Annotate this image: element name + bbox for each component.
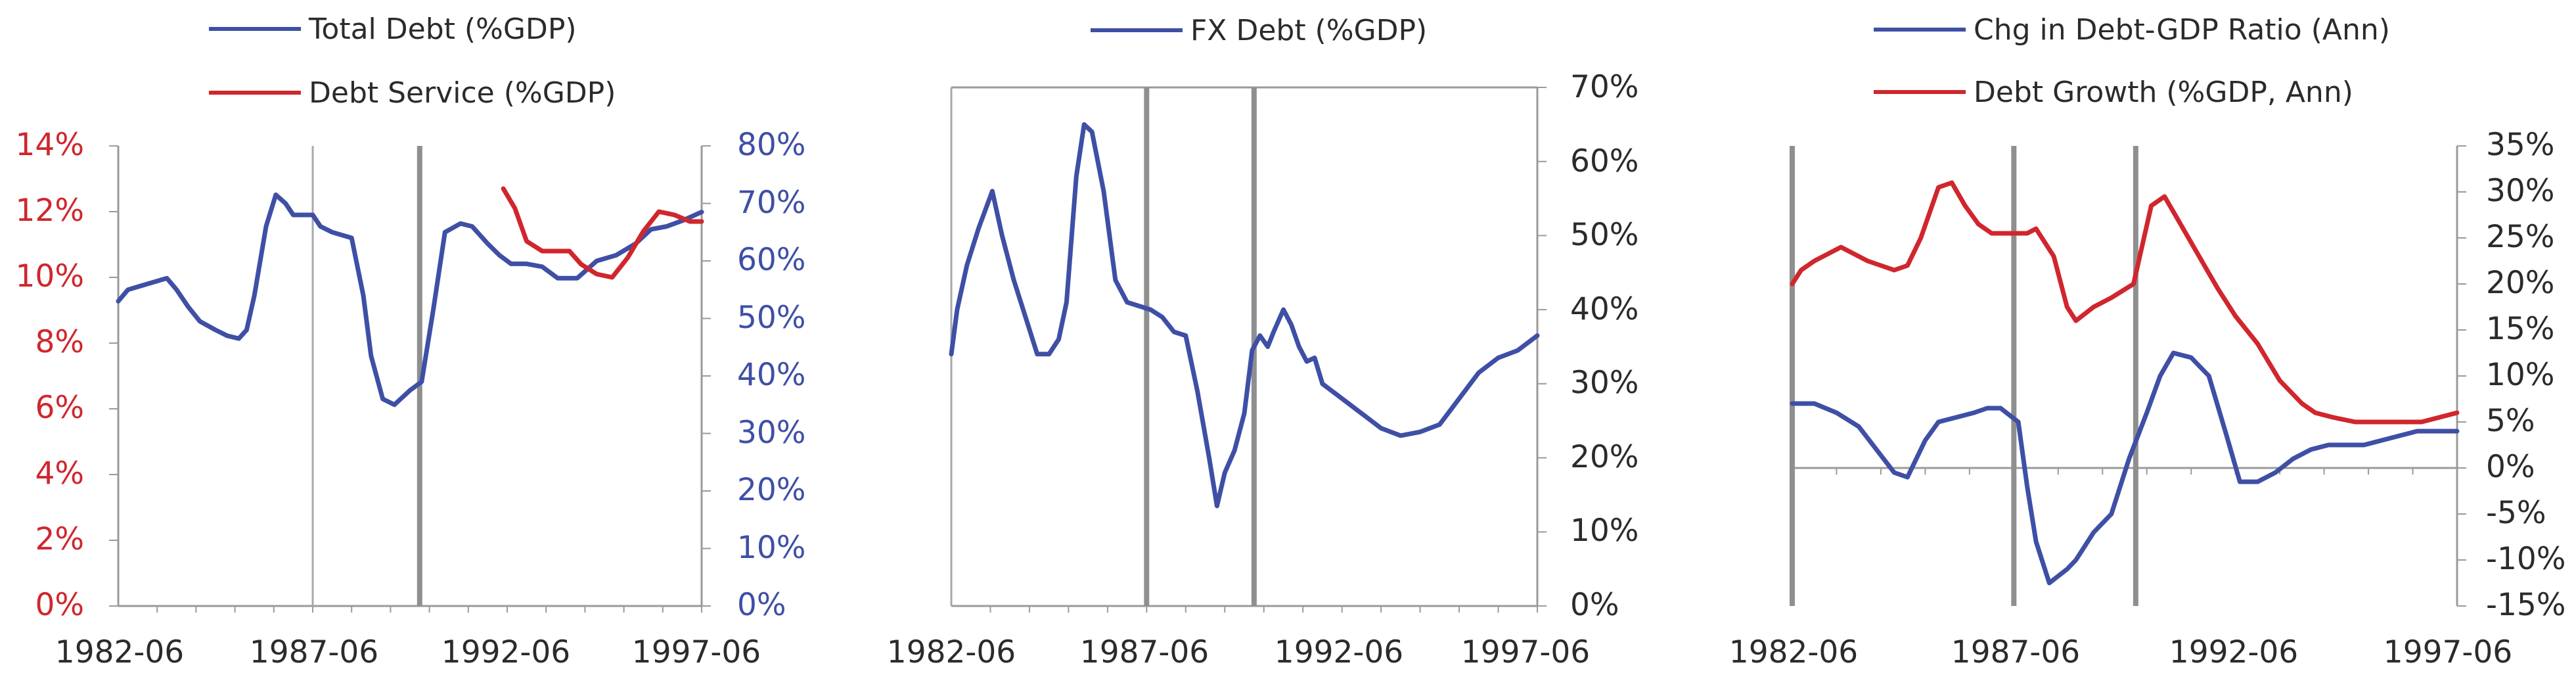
right-tick-label: 10% [737, 530, 805, 566]
legend: Total Debt (%GDP) Debt Service (%GDP) [209, 12, 616, 110]
x-tick-label: 1997-06 [632, 634, 761, 670]
x-axis-ticks: 1982-06 1987-06 1992-06 1997-06 [55, 634, 761, 670]
x-tick-label: 1992-06 [1275, 634, 1403, 670]
x-axis-ticks: 1982-06 1987-06 1992-06 1997-06 [887, 634, 1590, 670]
x-tick-label: 1997-06 [1461, 634, 1590, 670]
x-axis-ticks: 1982-06 1987-06 1992-06 1997-06 [1729, 634, 2512, 670]
right-tick-label: -15% [2486, 587, 2565, 623]
right-tick-label: 10% [2486, 357, 2554, 393]
right-tick-label: 35% [2486, 127, 2554, 163]
x-tick-label: 1992-06 [2169, 634, 2298, 670]
left-tick-label: 12% [16, 193, 84, 229]
panel-fx-debt: FX Debt (%GDP) 70% 60% 50% 40% 30% 20% 1… [887, 14, 1639, 670]
legend-label-fx-debt: FX Debt (%GDP) [1190, 14, 1427, 47]
right-tick-label: 80% [737, 127, 805, 163]
right-tick-label: 20% [1570, 439, 1638, 475]
panel-debt-ratio-change: Chg in Debt-GDP Ratio (Ann) Debt Growth … [1729, 13, 2566, 670]
x-tick-label: 1992-06 [441, 634, 570, 670]
right-tick-label: 40% [737, 357, 805, 393]
plot-area [109, 145, 711, 613]
right-tick-label: 0% [2486, 449, 2535, 485]
left-tick-label: 2% [35, 521, 84, 557]
left-axis-ticks: 14% 12% 10% 8% 6% 4% 2% 0% [16, 127, 84, 623]
legend-label-total-debt: Total Debt (%GDP) [308, 12, 577, 46]
left-tick-label: 0% [35, 587, 84, 623]
legend-label-debt-growth: Debt Growth (%GDP, Ann) [1974, 76, 2353, 109]
series-line [501, 186, 704, 280]
plot-area [949, 86, 1547, 613]
right-tick-label: 70% [737, 185, 805, 221]
right-tick-label: 30% [2486, 173, 2554, 209]
right-tick-label: 0% [737, 587, 786, 623]
legend: FX Debt (%GDP) [1091, 14, 1427, 47]
right-tick-label: 40% [1570, 291, 1638, 327]
right-tick-label: 20% [737, 472, 805, 508]
left-tick-label: 14% [16, 127, 84, 163]
series-line [949, 122, 1540, 509]
legend-label-chg-debt-gdp: Chg in Debt-GDP Ratio (Ann) [1974, 13, 2390, 47]
x-tick-label: 1987-06 [1951, 634, 2080, 670]
x-tick-label: 1987-06 [1080, 634, 1209, 670]
right-tick-label: 30% [737, 415, 805, 451]
right-tick-label: 5% [2486, 403, 2535, 439]
right-tick-label: 50% [737, 300, 805, 336]
left-tick-label: 6% [35, 390, 84, 426]
legend: Chg in Debt-GDP Ratio (Ann) Debt Growth … [1874, 13, 2390, 109]
right-axis-ticks: 70% 60% 50% 40% 30% 20% 10% 0% [1570, 69, 1638, 623]
x-tick-label: 1982-06 [55, 634, 184, 670]
right-tick-label: 0% [1570, 587, 1619, 623]
right-tick-label: 70% [1570, 69, 1638, 105]
plot-area [1790, 145, 2466, 607]
right-tick-label: -5% [2486, 495, 2546, 531]
series-line [116, 192, 704, 407]
right-tick-label: 25% [2486, 219, 2554, 255]
series-line [1790, 180, 2460, 425]
right-tick-label: 10% [1570, 513, 1638, 549]
legend-label-debt-service: Debt Service (%GDP) [309, 76, 616, 110]
x-tick-label: 1982-06 [1729, 634, 1858, 670]
right-tick-label: 60% [1570, 143, 1638, 179]
x-tick-label: 1982-06 [887, 634, 1016, 670]
right-tick-label: 50% [1570, 217, 1638, 253]
right-tick-label: 20% [2486, 265, 2554, 301]
right-tick-label: 15% [2486, 311, 2554, 347]
x-tick-label: 1997-06 [2384, 634, 2512, 670]
right-tick-label: -10% [2486, 541, 2565, 577]
left-tick-label: 4% [35, 455, 84, 492]
left-tick-label: 8% [35, 324, 84, 360]
right-tick-label: 30% [1570, 365, 1638, 401]
series-line [1790, 350, 2460, 586]
x-tick-label: 1987-06 [250, 634, 378, 670]
left-tick-label: 10% [16, 258, 84, 294]
right-axis-ticks: 80% 70% 60% 50% 40% 30% 20% 10% 0% [737, 127, 805, 623]
right-axis-ticks: 35% 30% 25% 20% 15% 10% 5% 0% -5% -10% -… [2486, 127, 2565, 623]
right-tick-label: 60% [737, 242, 805, 278]
panel-total-debt: Total Debt (%GDP) Debt Service (%GDP) 14… [16, 12, 806, 670]
